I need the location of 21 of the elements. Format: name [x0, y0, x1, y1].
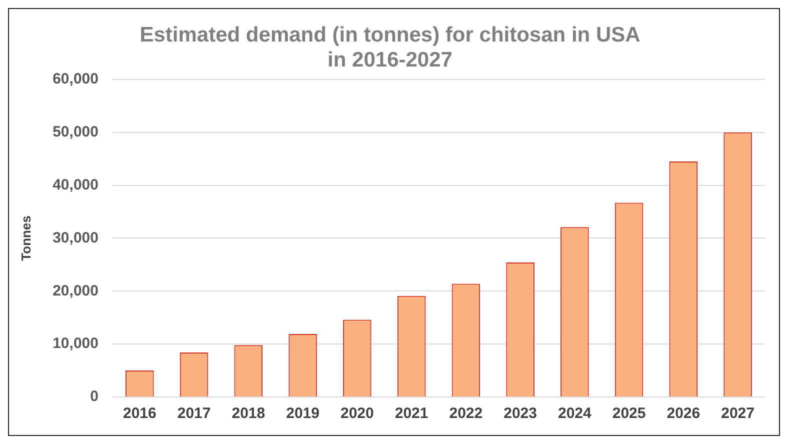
x-tick-label: 2025	[612, 405, 646, 422]
y-tick-label: 60,000	[52, 70, 98, 88]
y-tick-label: 50,000	[52, 123, 98, 140]
chart-title: Estimated demand (in tonnes) for chitosan in USA in 2016-2027	[140, 23, 640, 72]
y-tick-label: 40,000	[52, 176, 98, 194]
x-tick-label: 2027	[721, 405, 754, 422]
x-tick-label: 2018	[232, 405, 266, 422]
x-tick-label: 2026	[666, 405, 700, 422]
y-tick-label: 0	[90, 388, 98, 406]
y-tick-label: 20,000	[52, 282, 98, 300]
x-tick-label: 2022	[449, 405, 483, 422]
y-tick-label: 10,000	[52, 335, 98, 352]
x-tick-label: 2016	[122, 405, 156, 422]
y-tick-label: 30,000	[52, 229, 98, 246]
y-axis-title: Tonnes	[18, 216, 34, 261]
x-tick-label: 2017	[177, 405, 211, 422]
x-tick-label: 2019	[286, 405, 320, 422]
x-tick-label: 2023	[504, 405, 537, 422]
x-tick-label: 2021	[394, 405, 428, 422]
x-tick-label: 2020	[340, 405, 374, 422]
x-tick-label: 2024	[558, 405, 592, 422]
